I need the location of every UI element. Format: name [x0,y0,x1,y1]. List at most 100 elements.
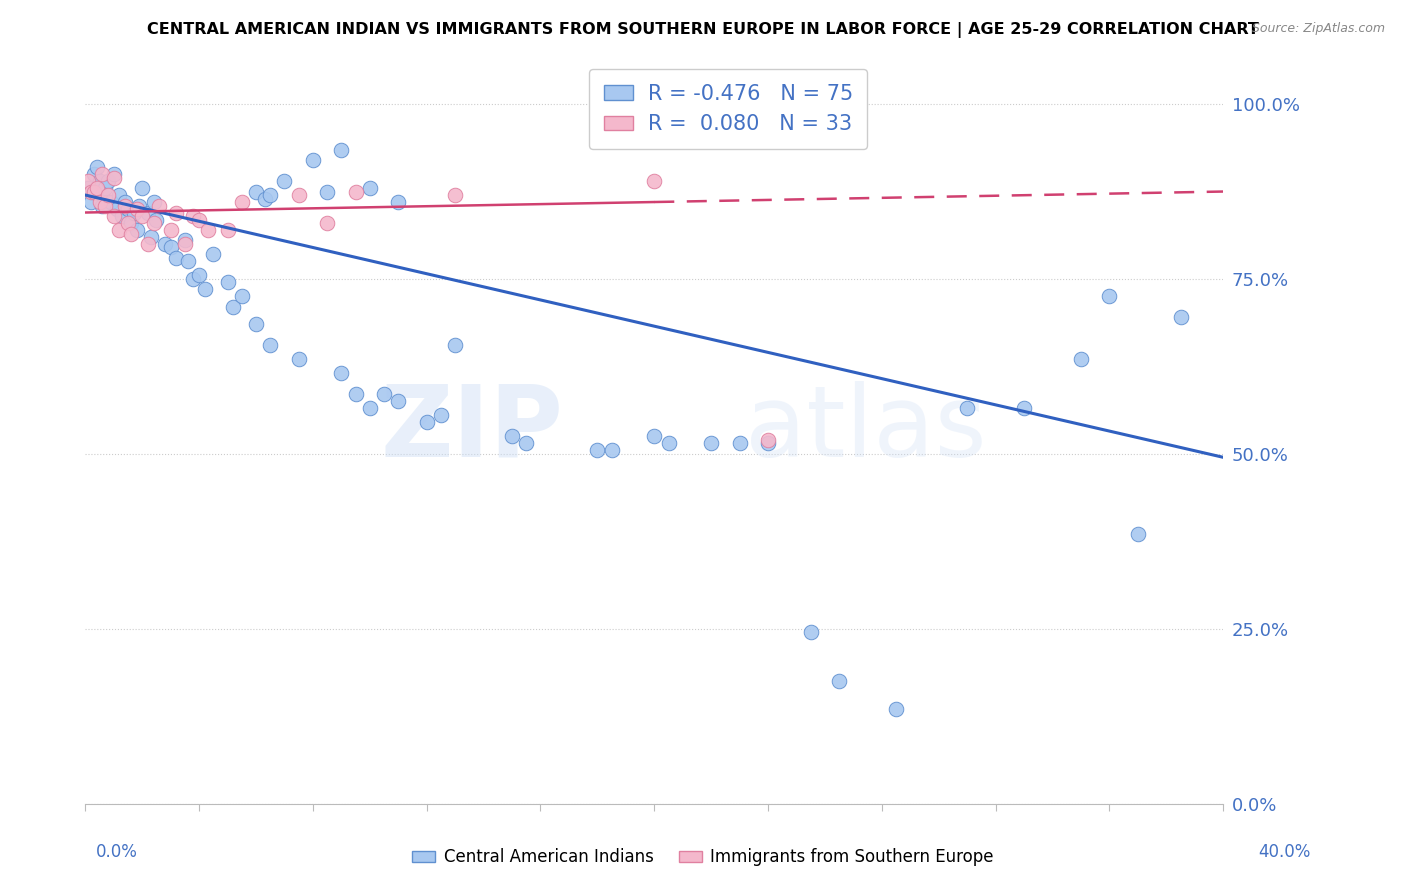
Point [183,272,205,286]
Point [430,409,453,423]
Point [1012,401,1035,416]
Point [89,174,111,188]
Point [287,352,309,367]
Point [91,198,114,212]
Point [97,188,120,202]
Point [153,237,176,252]
Point [128,198,150,212]
Point [188,268,211,283]
Point [114,198,136,212]
Point [194,283,217,297]
Text: Source: ZipAtlas.com: Source: ZipAtlas.com [1251,22,1385,36]
Point [756,436,779,450]
Point [222,300,245,314]
Point [1126,527,1149,541]
Point [444,188,467,202]
Point [373,387,395,401]
Point [359,401,381,416]
Point [415,415,437,429]
Point [100,194,122,209]
Text: 40.0%: 40.0% [1258,843,1310,861]
Point [103,170,125,185]
Point [131,209,153,223]
Point [217,276,239,290]
Point [700,436,723,450]
Point [183,209,205,223]
Point [117,216,139,230]
Point [136,205,159,219]
Legend: R = -0.476   N = 75, R =  0.080   N = 33: R = -0.476 N = 75, R = 0.080 N = 33 [589,70,868,149]
Point [114,194,136,209]
Point [165,251,187,265]
Point [173,237,195,252]
Point [344,387,367,401]
Point [515,436,537,450]
Point [217,223,239,237]
Point [103,209,125,223]
Point [657,436,679,450]
Point [359,181,381,195]
Text: 0.0%: 0.0% [96,843,138,861]
Point [259,338,281,352]
Point [956,401,979,416]
Point [120,216,142,230]
Point [643,174,665,188]
Point [105,202,128,216]
Point [91,188,114,202]
Point [94,198,117,212]
Point [273,174,295,188]
Point [77,181,100,195]
Point [387,394,409,409]
Point [97,174,120,188]
Point [159,223,181,237]
Point [80,185,103,199]
Point [108,188,131,202]
Text: CENTRAL AMERICAN INDIAN VS IMMIGRANTS FROM SOUTHERN EUROPE IN LABOR FORCE | AGE : CENTRAL AMERICAN INDIAN VS IMMIGRANTS FR… [148,22,1258,38]
Point [1098,289,1121,303]
Point [1170,310,1192,325]
Point [728,436,751,450]
Point [89,194,111,209]
Point [139,230,162,244]
Point [117,202,139,216]
Point [302,153,325,167]
Point [125,223,148,237]
Point [287,188,309,202]
Point [330,143,353,157]
Point [800,625,823,640]
Point [188,212,211,227]
Point [103,167,125,181]
Point [83,185,105,199]
Point [330,367,353,381]
Point [231,194,253,209]
Legend: Central American Indians, Immigrants from Southern Europe: Central American Indians, Immigrants fro… [405,842,1001,873]
Point [316,216,339,230]
Point [148,198,170,212]
Point [177,254,200,268]
Point [501,429,523,443]
Point [344,185,367,199]
Point [142,216,165,230]
Point [444,338,467,352]
Point [86,160,108,174]
Point [387,194,409,209]
Point [600,443,623,458]
Point [131,181,153,195]
Point [122,205,145,219]
Point [94,181,117,195]
Point [86,181,108,195]
Point [202,247,225,261]
Point [884,702,907,716]
Point [108,223,131,237]
Point [80,185,103,199]
Text: atlas: atlas [745,381,987,478]
Point [1070,352,1092,367]
Point [643,429,665,443]
Point [245,185,267,199]
Point [259,188,281,202]
Text: ZIP: ZIP [381,381,564,478]
Point [828,674,851,689]
Point [586,443,609,458]
Point [83,167,105,181]
Point [83,185,105,199]
